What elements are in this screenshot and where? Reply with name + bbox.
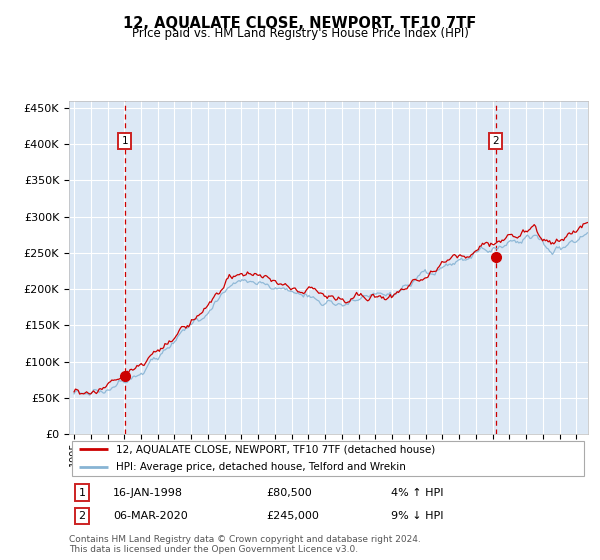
Text: £80,500: £80,500 [266,488,312,497]
Text: 9% ↓ HPI: 9% ↓ HPI [391,511,443,521]
Text: 1: 1 [79,488,85,497]
Text: 2: 2 [79,511,86,521]
Text: Contains HM Land Registry data © Crown copyright and database right 2024.
This d: Contains HM Land Registry data © Crown c… [69,535,421,554]
FancyBboxPatch shape [71,441,584,475]
Text: 12, AQUALATE CLOSE, NEWPORT, TF10 7TF (detached house): 12, AQUALATE CLOSE, NEWPORT, TF10 7TF (d… [116,444,435,454]
Text: £245,000: £245,000 [266,511,319,521]
Text: 2: 2 [492,136,499,146]
Text: 1: 1 [122,136,128,146]
Text: 06-MAR-2020: 06-MAR-2020 [113,511,188,521]
Text: HPI: Average price, detached house, Telford and Wrekin: HPI: Average price, detached house, Telf… [116,462,406,472]
Text: 16-JAN-1998: 16-JAN-1998 [113,488,183,497]
Text: Price paid vs. HM Land Registry's House Price Index (HPI): Price paid vs. HM Land Registry's House … [131,27,469,40]
Text: 12, AQUALATE CLOSE, NEWPORT, TF10 7TF: 12, AQUALATE CLOSE, NEWPORT, TF10 7TF [124,16,476,31]
Text: 4% ↑ HPI: 4% ↑ HPI [391,488,443,497]
